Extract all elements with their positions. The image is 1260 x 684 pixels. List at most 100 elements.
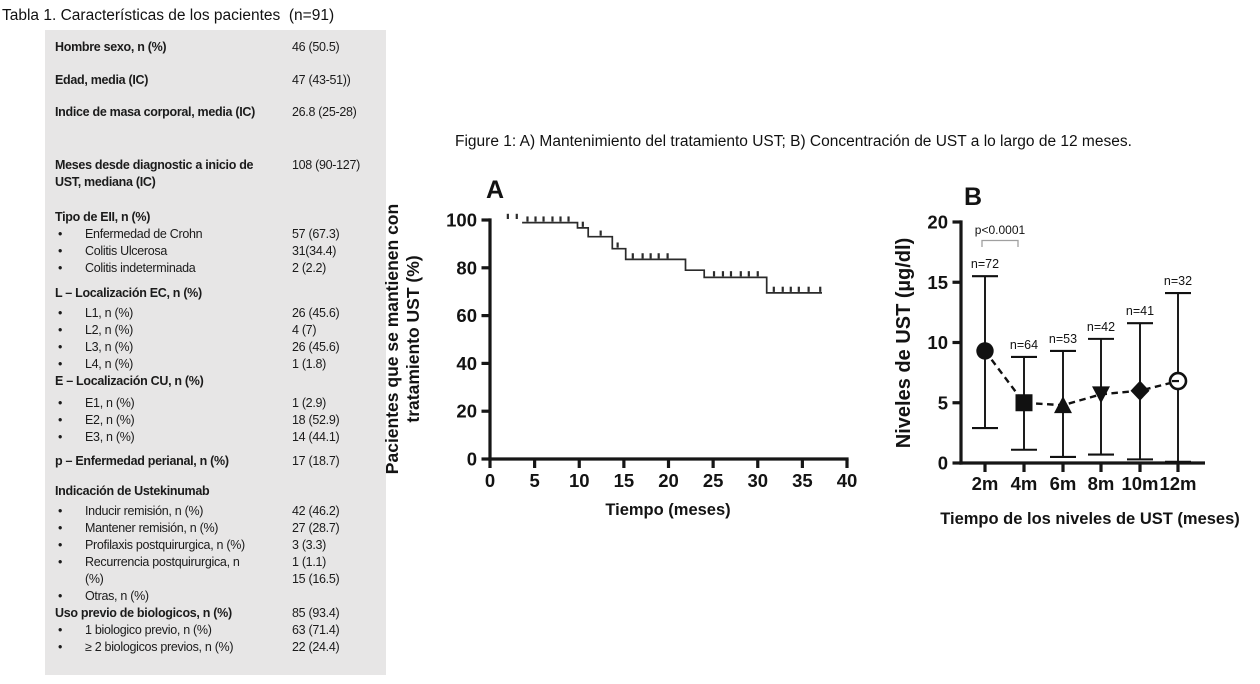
row-label: • Colitis indeterminada xyxy=(58,261,196,275)
table-row: • Otras, n (%) xyxy=(55,588,378,605)
n-label: n=72 xyxy=(971,257,999,271)
p-value-annotation: p<0.0001 xyxy=(975,223,1026,237)
x-tick-label: 5 xyxy=(529,470,539,491)
row-label: p – Enfermedad perianal, n (%) xyxy=(55,454,229,468)
table-row: • L1, n (%) 26 (45.6) xyxy=(55,305,378,322)
row-value: 108 (90-127) xyxy=(292,158,360,172)
row-label: • L2, n (%) xyxy=(58,323,134,337)
row-value: 26 (45.6) xyxy=(292,340,340,354)
row-label: • L1, n (%) xyxy=(58,306,134,320)
row-value: 63 (71.4) xyxy=(292,623,340,637)
y-axis-title: Pacientes que se mantienen con xyxy=(385,204,402,474)
bullet-icon: • xyxy=(58,227,63,241)
bullet-icon: • xyxy=(58,538,63,552)
bullet-icon: • xyxy=(58,623,63,637)
row-label: • Inducir remisión, n (%) xyxy=(58,504,204,518)
table-row: Meses desde diagnostic a inicio de UST, … xyxy=(55,157,378,191)
row-value: 2 (2.2) xyxy=(292,261,327,275)
row-value: 3 (3.3) xyxy=(292,538,327,552)
x-tick-label: 6m xyxy=(1050,473,1077,494)
bullet-icon: • xyxy=(58,396,63,410)
y-tick-label: 20 xyxy=(456,401,477,422)
row-value: 46 (50.5) xyxy=(292,40,340,54)
row-label: • ≥ 2 biologicos previos, n (%) xyxy=(58,640,234,654)
x-tick-label: 15 xyxy=(614,470,635,491)
row-value: 57 (67.3) xyxy=(292,227,340,241)
row-label: Indice de masa corporal, media (IC) xyxy=(55,105,255,119)
bullet-icon: • xyxy=(58,589,63,603)
y-tick-label: 60 xyxy=(456,305,477,326)
x-tick-label: 8m xyxy=(1088,473,1115,494)
row-value: 18 (52.9) xyxy=(292,413,340,427)
table-row: • Colitis Ulcerosa 31(34.4) xyxy=(55,243,378,260)
bullet-icon: • xyxy=(58,555,63,569)
x-tick-label: 40 xyxy=(837,470,858,491)
bullet-icon: • xyxy=(58,413,63,427)
row-value: 42 (46.2) xyxy=(292,504,340,518)
x-tick-label: 20 xyxy=(658,470,679,491)
row-value: 1 (1.1) 15 (16.5) xyxy=(292,555,340,586)
row-label: Uso previo de biologicos, n (%) xyxy=(55,606,232,620)
y-tick-label: 0 xyxy=(938,453,948,474)
y-tick-label: 5 xyxy=(938,392,948,413)
row-value: 1 (2.9) xyxy=(292,396,327,410)
row-label: Hombre sexo, n (%) xyxy=(55,40,167,54)
bullet-icon: • xyxy=(58,640,63,654)
table-row: • Enfermedad de Crohn 57 (67.3) xyxy=(55,226,378,243)
table-row: • ≥ 2 biologicos previos, n (%) 22 (24.4) xyxy=(55,639,378,656)
row-label: Tipo de EII, n (%) xyxy=(55,210,151,224)
table-row: L – Localización EC, n (%) xyxy=(55,285,378,302)
bullet-icon: • xyxy=(58,244,63,258)
bullet-icon: • xyxy=(58,306,63,320)
table-rows: Hombre sexo, n (%) 46 (50.5) Edad, media (… xyxy=(55,39,378,656)
row-value: 26.8 (25-28) xyxy=(292,105,357,119)
row-label: • Colitis Ulcerosa xyxy=(58,244,168,258)
row-value: 22 (24.4) xyxy=(292,640,340,654)
row-label: • E2, n (%) xyxy=(58,413,135,427)
table-row: • E1, n (%) 1 (2.9) xyxy=(55,395,378,412)
y-axis-title: Niveles de UST (µg/dl) xyxy=(893,238,915,448)
table-row: Tipo de EII, n (%) xyxy=(55,209,378,226)
table-row: • E2, n (%) 18 (52.9) xyxy=(55,412,378,429)
table-row: • 1 biologico previo, n (%) 63 (71.4) xyxy=(55,622,378,639)
x-tick-label: 30 xyxy=(747,470,768,491)
x-axis-title: Tiempo de los niveles de UST (meses) xyxy=(940,510,1240,528)
table-row: • Recurrencia postquirurgica, n (%) 1 (1.1… xyxy=(55,554,378,588)
row-value: 1 (1.8) xyxy=(292,357,327,371)
row-value: 85 (93.4) xyxy=(292,606,340,620)
x-tick-label: 4m xyxy=(1011,473,1038,494)
table-row: Edad, media (IC) 47 (43-51)) xyxy=(55,72,378,89)
n-label: n=64 xyxy=(1010,338,1038,352)
y-tick-label: 80 xyxy=(456,257,477,278)
km-survival-chart: A 0 20 40 60 80 100 0 5 10 15 20 25 30 35 40 Tiempo (mes… xyxy=(385,176,858,519)
x-tick-label: 2m xyxy=(972,473,999,494)
mean-connector-line xyxy=(984,350,1179,407)
row-label: • Mantener remisión, n (%) xyxy=(58,521,219,535)
row-label: E – Localización CU, n (%) xyxy=(55,374,204,388)
ust-levels-chart: B 0 5 10 15 20 2m 4m 6m 8m 10m 12m p<0.0001 n=72 n=64 n… xyxy=(893,183,1240,528)
table-row: • L2, n (%) 4 (7) xyxy=(55,322,378,339)
bullet-icon: • xyxy=(58,357,63,371)
x-tick-label: 10 xyxy=(569,470,590,491)
x-tick-label: 10m xyxy=(1121,473,1158,494)
bullet-icon: • xyxy=(58,521,63,535)
bullet-icon: • xyxy=(58,504,63,518)
table-row: • Inducir remisión, n (%) 42 (46.2) xyxy=(55,503,378,520)
row-label: • Otras, n (%) xyxy=(58,589,149,603)
table-row: Indice de masa corporal, media (IC) 26.8 … xyxy=(55,104,378,121)
x-tick-label: 35 xyxy=(792,470,813,491)
bullet-icon: • xyxy=(58,340,63,354)
row-label: • 1 biologico previo, n (%) xyxy=(58,623,212,637)
x-tick-label: 25 xyxy=(703,470,724,491)
marker-filled-circle xyxy=(976,342,994,360)
row-value: 14 (44.1) xyxy=(292,430,340,444)
n-label: n=32 xyxy=(1164,274,1192,288)
row-value: 47 (43-51)) xyxy=(292,73,351,87)
km-curve xyxy=(522,221,822,294)
table-row: Uso previo de biologicos, n (%) 85 (93.4) xyxy=(55,605,378,622)
x-axis-title: Tiempo (meses) xyxy=(605,501,730,519)
marker-filled-square xyxy=(1015,394,1033,412)
n-label: n=53 xyxy=(1049,332,1077,346)
panel-letter-a: A xyxy=(486,176,504,204)
row-label: • Enfermedad de Crohn xyxy=(58,227,203,241)
